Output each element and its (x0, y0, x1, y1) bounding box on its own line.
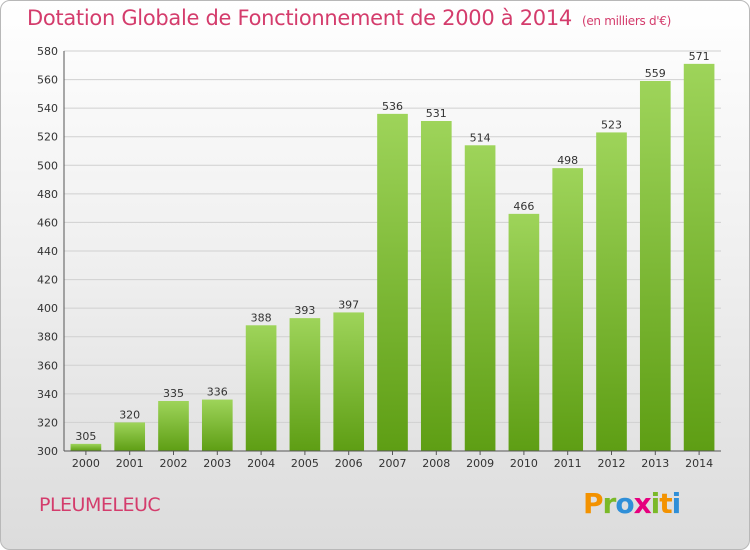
logo-letter: i (671, 487, 682, 520)
x-tick-label: 2003 (203, 457, 231, 470)
y-tick-label: 480 (37, 188, 58, 201)
bar (377, 113, 408, 451)
bar (596, 132, 627, 451)
x-tick-label: 2013 (641, 457, 669, 470)
bar (333, 312, 365, 451)
data-label: 498 (557, 154, 578, 167)
x-tick-label: 2008 (422, 457, 450, 470)
x-tick-label: 2009 (466, 457, 494, 470)
logo-letter: P (583, 487, 604, 520)
x-tick-label: 2001 (116, 457, 144, 470)
bars: 305 320 335 336 388 393 397 536 531 514 466 498 523 5… (70, 50, 715, 452)
bar (245, 325, 277, 451)
y-tick-label: 360 (37, 359, 58, 372)
logo-letter: i (650, 487, 661, 520)
x-tick-label: 2007 (379, 457, 407, 470)
data-label: 320 (119, 408, 140, 421)
logo-letter: r (602, 487, 617, 520)
x-tick-label: 2014 (685, 457, 713, 470)
data-label: 388 (251, 311, 272, 324)
chart-subtitle: (en milliers d'€) (581, 14, 671, 28)
x-tick-label: 2002 (160, 457, 188, 470)
bar (70, 443, 102, 451)
bar (201, 399, 233, 451)
data-label: 397 (338, 298, 359, 311)
logo-letter: t (659, 487, 672, 520)
bar (420, 121, 452, 451)
data-label: 523 (601, 118, 622, 131)
data-label: 466 (513, 200, 534, 213)
logo-letter: x (633, 487, 652, 520)
y-tick-label: 440 (37, 245, 58, 258)
y-tick-label: 580 (37, 45, 58, 58)
bar (639, 81, 671, 451)
bar (158, 401, 189, 451)
chart-title: Dotation Globale de Fonctionnement de 20… (27, 6, 671, 30)
data-label: 514 (470, 131, 491, 144)
x-tick-label: 2010 (510, 457, 538, 470)
x-tick-label: 2004 (247, 457, 275, 470)
x-tick-label: 2006 (335, 457, 363, 470)
data-label: 571 (689, 50, 710, 63)
bar (552, 168, 584, 451)
commune-name: PLEUMELEUC (39, 494, 161, 516)
bar (114, 422, 146, 451)
data-label: 305 (75, 430, 96, 443)
y-tick-label: 420 (37, 274, 58, 287)
bar (464, 145, 496, 452)
bar (289, 318, 321, 451)
y-tick-label: 540 (37, 102, 58, 115)
chart-title-text: Dotation Globale de Fonctionnement de 20… (27, 6, 572, 30)
data-label: 559 (645, 67, 666, 80)
y-tick-label: 400 (37, 302, 58, 315)
proxiti-logo: Proxiti (583, 487, 682, 520)
bar (683, 63, 715, 451)
y-tick-label: 320 (37, 416, 58, 429)
data-label: 335 (163, 387, 184, 400)
x-tick-label: 2005 (291, 457, 319, 470)
data-label: 536 (382, 100, 403, 113)
bar (508, 213, 540, 451)
data-label: 336 (207, 386, 228, 399)
x-tick-label: 2011 (554, 457, 582, 470)
data-label: 531 (426, 107, 447, 120)
x-tick-label: 2012 (598, 457, 626, 470)
y-tick-label: 560 (37, 74, 58, 87)
y-tick-label: 340 (37, 388, 58, 401)
y-tick-label: 380 (37, 331, 58, 344)
y-tick-label: 300 (37, 445, 58, 458)
x-tick-label: 2000 (72, 457, 100, 470)
logo-letter: o (615, 487, 634, 520)
y-tick-label: 500 (37, 159, 58, 172)
axes: 300 320 340 360 380 400 420 440 460 480 500 520 540 5… (37, 45, 721, 470)
y-tick-label: 460 (37, 216, 58, 229)
data-label: 393 (294, 304, 315, 317)
y-tick-label: 520 (37, 131, 58, 144)
